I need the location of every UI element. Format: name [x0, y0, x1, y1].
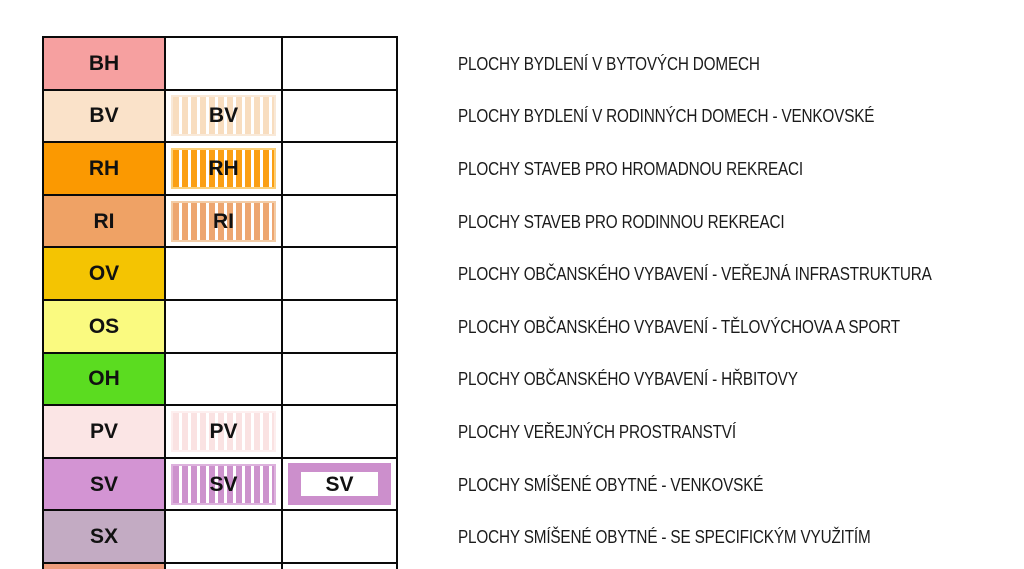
striped-swatch-sv: SV [171, 463, 276, 505]
outline-cell-os-empty [283, 300, 396, 352]
color-cell-clipped [44, 563, 164, 569]
description-oh: PLOCHY OBČANSKÉHO VYBAVENÍ - HŘBITOVY [458, 369, 798, 390]
pattern-cell-rh: RH [166, 143, 281, 194]
pattern-cell-os-empty [166, 300, 281, 352]
description-ri: PLOCHY STAVEB PRO RODINNOU REKREACI [458, 211, 785, 232]
outline-cell-pv-empty [283, 406, 396, 457]
outline-cell-ov-empty [283, 248, 396, 299]
outlined-swatch-sv-inner: SV [301, 472, 378, 497]
color-cell-oh: OH [44, 353, 164, 405]
pattern-cell-pv: PV [166, 406, 281, 457]
code-label-sv: SV [89, 472, 118, 496]
description-ov: PLOCHY OBČANSKÉHO VYBAVENÍ - VEŘEJNÁ INF… [458, 264, 932, 285]
description-rh: PLOCHY STAVEB PRO HROMADNOU REKREACI [458, 158, 804, 179]
description-sv: PLOCHY SMÍŠENÉ OBYTNÉ - VENKOVSKÉ [458, 474, 764, 495]
pattern-cell-sv: SV [166, 458, 281, 510]
striped-swatch-pv: PV [171, 410, 276, 452]
color-cell-bh: BH [44, 38, 164, 89]
pattern-cell-bv: BV [166, 90, 281, 142]
outline-cell-bv-empty [283, 90, 396, 142]
outline-cell-ri-empty [283, 195, 396, 247]
outline-cell-clipped-empty [283, 563, 396, 569]
land-use-legend-table: BH BV BV RH RH RI RI [42, 36, 398, 569]
code-label-sv-outlined: SV [325, 472, 354, 496]
code-label-sv-striped: SV [209, 472, 238, 496]
pattern-cell-ov-empty [166, 248, 281, 299]
outlined-swatch-sv: SV [288, 463, 391, 506]
code-label-pv: PV [89, 419, 118, 443]
pattern-cell-oh-empty [166, 353, 281, 405]
description-pv: PLOCHY VEŘEJNÝCH PROSTRANSTVÍ [458, 421, 736, 442]
outline-cell-sv: SV [283, 458, 396, 510]
striped-swatch-rh: RH [171, 147, 276, 189]
pattern-cell-sx-empty [166, 511, 281, 562]
description-os: PLOCHY OBČANSKÉHO VYBAVENÍ - TĚLOVÝCHOVA… [458, 316, 900, 337]
color-cell-sx: SX [44, 511, 164, 562]
description-bv: PLOCHY BYDLENÍ V RODINNÝCH DOMECH - VENK… [458, 106, 875, 127]
code-label-rh-striped: RH [208, 156, 239, 180]
color-cell-os: OS [44, 300, 164, 352]
color-cell-ov: OV [44, 248, 164, 299]
color-cell-pv: PV [44, 406, 164, 457]
code-label-bv-striped: BV [208, 104, 239, 128]
outline-cell-oh-empty [283, 353, 396, 405]
color-cell-rh: RH [44, 143, 164, 194]
pattern-cell-ri: RI [166, 195, 281, 247]
striped-swatch-ri: RI [171, 200, 276, 242]
pattern-cell-bh-empty [166, 38, 281, 89]
description-bh: PLOCHY BYDLENÍ V BYTOVÝCH DOMECH [458, 53, 760, 74]
color-cell-bv: BV [44, 90, 164, 142]
outline-cell-sx-empty [283, 511, 396, 562]
pattern-cell-clipped-empty [166, 563, 281, 569]
color-cell-sv: SV [44, 458, 164, 510]
code-label-rh: RH [88, 156, 120, 180]
color-cell-ri: RI [44, 195, 164, 247]
striped-swatch-bv: BV [171, 95, 276, 137]
code-label-sx: SX [89, 525, 118, 549]
outline-cell-bh-empty [283, 38, 396, 89]
code-label-pv-striped: PV [209, 419, 238, 443]
code-label-bh: BH [88, 51, 120, 75]
description-column: PLOCHY BYDLENÍ V BYTOVÝCH DOMECH PLOCHY … [458, 38, 1018, 564]
code-label-oh: OH [88, 367, 120, 391]
code-label-bv: BV [89, 104, 119, 128]
description-sx: PLOCHY SMÍŠENÉ OBYTNÉ - SE SPECIFICKÝM V… [458, 527, 871, 548]
outline-cell-rh-empty [283, 143, 396, 194]
code-label-os: OS [88, 314, 120, 338]
code-label-ov: OV [88, 262, 120, 286]
code-label-ri-striped: RI [213, 209, 234, 233]
code-label-ri: RI [93, 209, 115, 233]
